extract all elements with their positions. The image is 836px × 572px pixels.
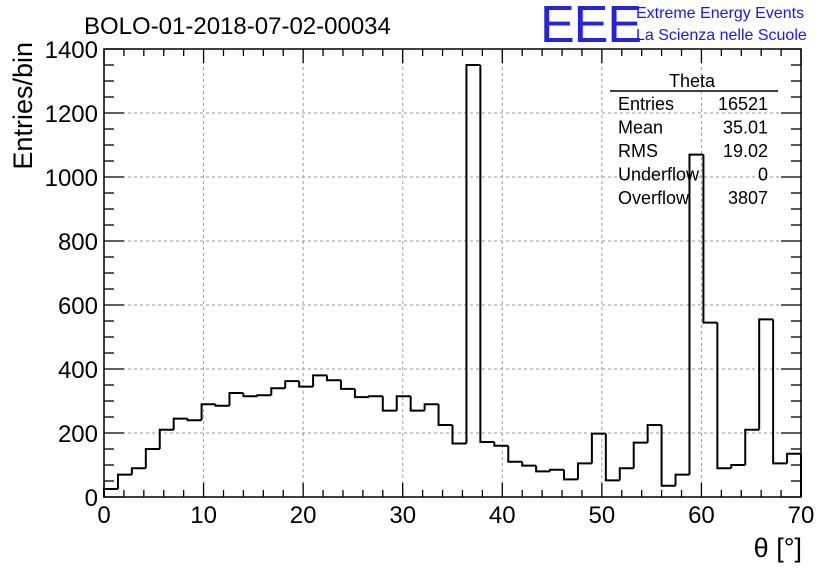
histogram-bin (103, 488, 118, 497)
histogram-bin (563, 469, 578, 481)
histogram-bin (186, 418, 202, 422)
histogram-bin (200, 403, 216, 421)
x-tick-label: 70 (788, 502, 815, 529)
stats-row-value: 19.02 (723, 141, 768, 161)
x-tick-labels: 0 10 20 30 40 50 60 70 (97, 502, 814, 529)
histogram-bin (688, 153, 704, 475)
stats-row-value: 16521 (718, 94, 768, 114)
histogram-bin (702, 154, 718, 324)
histogram-bin (214, 404, 230, 407)
histogram-bin (521, 461, 537, 467)
histogram-bin (493, 441, 509, 447)
y-tick-label: 1400 (45, 37, 98, 64)
histogram-bin (549, 468, 565, 472)
logo-line-1: Extreme Energy Events (636, 5, 804, 22)
histogram-bin (590, 432, 606, 464)
histogram-bin (228, 392, 244, 406)
histogram-bin (772, 319, 788, 465)
histogram-bin (172, 417, 188, 430)
x-tick-label: 30 (389, 502, 416, 529)
chart-title: BOLO-01-2018-07-02-00034 (84, 13, 391, 40)
histogram-bin (437, 404, 453, 426)
histogram-bin (326, 375, 341, 382)
stats-row-label: Mean (618, 118, 663, 138)
logo-line-2: La Scienza nelle Scuole (636, 27, 807, 44)
x-tick-label: 20 (290, 502, 317, 529)
histogram-bin (674, 473, 690, 486)
x-axis-title: θ [°] (754, 533, 802, 563)
histogram-bin (353, 388, 369, 399)
y-axis-title: Entries/bin (8, 42, 38, 170)
histogram-bin (535, 465, 551, 473)
histogram-bin (758, 318, 774, 430)
stats-row-label: Entries (618, 94, 674, 114)
stats-row-label: RMS (618, 141, 658, 161)
x-tick-label: 0 (97, 502, 110, 529)
histogram-bin (242, 393, 258, 398)
eee-logo: EEE Extreme Energy Events La Scienza nel… (540, 0, 807, 54)
y-tick-label: 600 (58, 293, 98, 320)
y-tick-labels: 0 200 400 600 800 1000 1200 1400 (45, 37, 98, 512)
stats-row-value: 3807 (728, 188, 768, 208)
histogram-bin (507, 445, 523, 463)
x-tick-label: 50 (589, 502, 616, 529)
x-tick-label: 40 (489, 502, 516, 529)
histogram-bars (103, 64, 802, 497)
y-tick-label: 400 (58, 357, 98, 384)
histogram-bin (284, 380, 300, 389)
y-tick-label: 200 (58, 421, 98, 448)
stats-row-value: 0 (758, 165, 768, 185)
histogram-bin (744, 428, 760, 465)
histogram-bin (730, 464, 746, 469)
histogram-bin (465, 64, 481, 444)
histogram-bin (660, 425, 676, 487)
histogram-bin (716, 322, 732, 470)
y-tick-label: 800 (58, 229, 98, 256)
histogram-bin (158, 428, 174, 449)
histogram-bin (604, 433, 620, 482)
histogram-bin (130, 467, 146, 475)
histogram-bin (270, 387, 286, 396)
stats-box-rows: Entries 16521 Mean 35.01 RMS 19.02 Underflow 0 O… (618, 94, 768, 208)
stats-row-label: Underflow (618, 165, 700, 185)
x-tick-label: 60 (688, 502, 715, 529)
histogram-bin (409, 396, 425, 412)
stats-row-value: 35.01 (723, 118, 768, 138)
histogram-bin (646, 424, 662, 443)
histogram-bin (256, 394, 272, 397)
histogram-bin (632, 441, 648, 469)
histogram-bin (367, 395, 383, 398)
histogram-bin (786, 452, 801, 464)
y-tick-label: 1200 (45, 101, 98, 128)
axis-ticks (103, 48, 802, 498)
stats-box: Theta Entries 16521 Mean 35.01 RMS 19.02 Under… (610, 71, 778, 208)
stats-box-title: Theta (669, 71, 716, 91)
y-tick-label: 1000 (45, 165, 98, 192)
stats-row-label: Overflow (618, 188, 690, 208)
histogram-bin (423, 403, 439, 411)
histogram-bin (451, 425, 467, 445)
histogram-bin (381, 396, 397, 412)
y-tick-label: 0 (85, 485, 98, 512)
histogram-bin (395, 395, 411, 411)
histogram-bin (298, 381, 314, 388)
histogram-bin (339, 380, 355, 390)
histogram-bin (312, 374, 328, 387)
histogram-bin (479, 65, 495, 443)
x-tick-label: 10 (190, 502, 217, 529)
histogram-bin (576, 462, 592, 480)
histogram-bin (144, 448, 160, 469)
logo-letters: EEE (540, 0, 641, 54)
histogram-bin (618, 467, 634, 481)
histogram-bin (116, 473, 132, 489)
